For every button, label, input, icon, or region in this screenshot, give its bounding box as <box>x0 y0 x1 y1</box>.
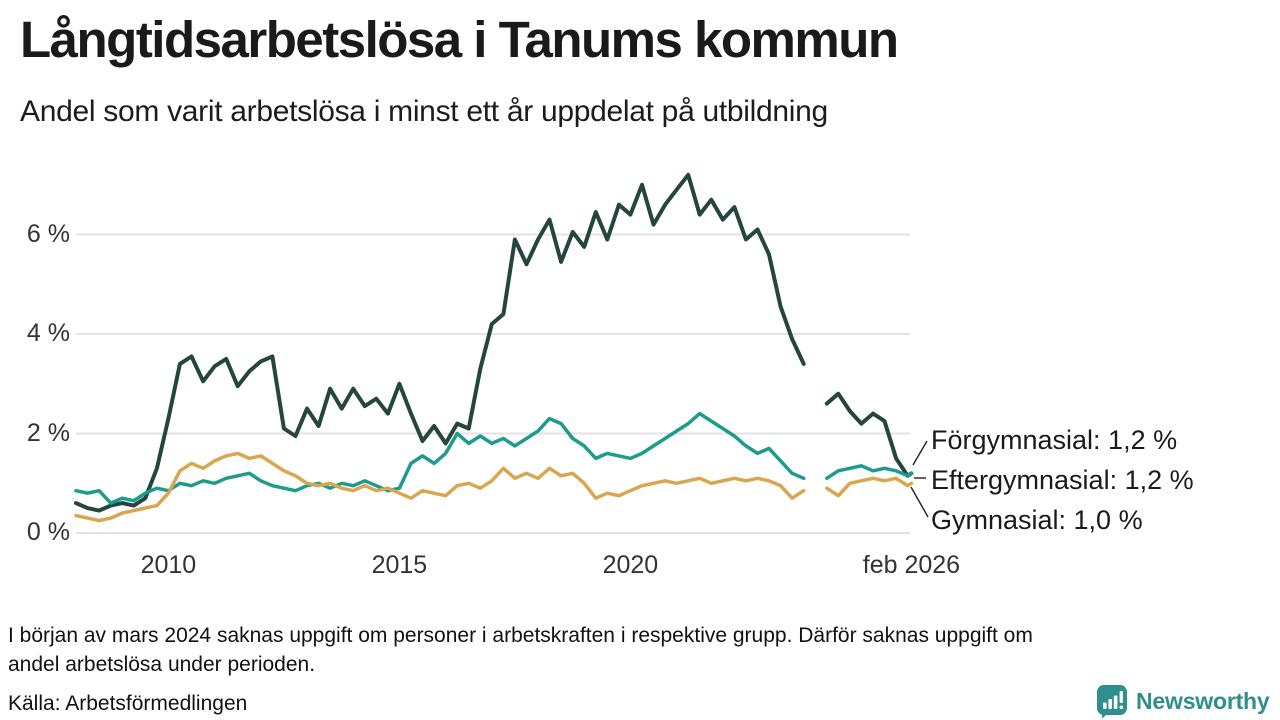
series-line-forgymnasial <box>74 172 806 513</box>
page-title: Långtidsarbetslösa i Tanums kommun <box>20 11 899 68</box>
annotation-label-forgymnasial: Förgymnasial: 1,2 % <box>931 425 1178 455</box>
series-line-forgymnasial <box>824 391 914 478</box>
y-axis-tick-label: 6 % <box>26 219 70 248</box>
x-axis-tick-label: 2010 <box>140 551 197 579</box>
gridlines-group <box>76 233 910 534</box>
annotation-connector-forgymnasial <box>912 440 928 466</box>
newsworthy-icon <box>1097 685 1127 719</box>
x-axis-tick-label: 2015 <box>371 551 428 579</box>
source-label: Källa: Arbetsförmedlingen <box>8 692 248 715</box>
newsworthy-wordmark: Newsworthy <box>1136 688 1270 714</box>
x-axis-tick-label: feb 2026 <box>862 551 961 579</box>
y-axis-tick-label: 2 % <box>26 418 70 447</box>
series-line-gymnasial <box>825 476 914 498</box>
annotation-label-eftergymnasial: Eftergymnasial: 1,2 % <box>931 465 1194 495</box>
x-axis-tick-label: 2020 <box>602 551 659 579</box>
page-subtitle: Andel som varit arbetslösa i minst ett å… <box>20 95 828 128</box>
footnote-line-1: I början av mars 2024 saknas uppgift om … <box>8 624 1033 647</box>
annotation-connector-gymnasial <box>910 486 929 518</box>
y-axis-tick-label: 0 % <box>26 518 70 546</box>
footnote-line-2: andel arbetslösa under perioden. <box>8 652 316 676</box>
series-line-eftergymnasial <box>74 411 806 505</box>
footnote: I början av mars 2024 saknas uppgift om … <box>8 622 1248 680</box>
series-line-gymnasial <box>74 451 806 523</box>
series-lines-group <box>74 172 914 523</box>
newsworthy-logo[interactable]: Newsworthy <box>1096 684 1270 719</box>
series-line-eftergymnasial <box>825 464 914 481</box>
annotation-label-gymnasial: Gymnasial: 1,0 % <box>931 505 1143 535</box>
y-axis-tick-label: 4 % <box>26 319 70 347</box>
